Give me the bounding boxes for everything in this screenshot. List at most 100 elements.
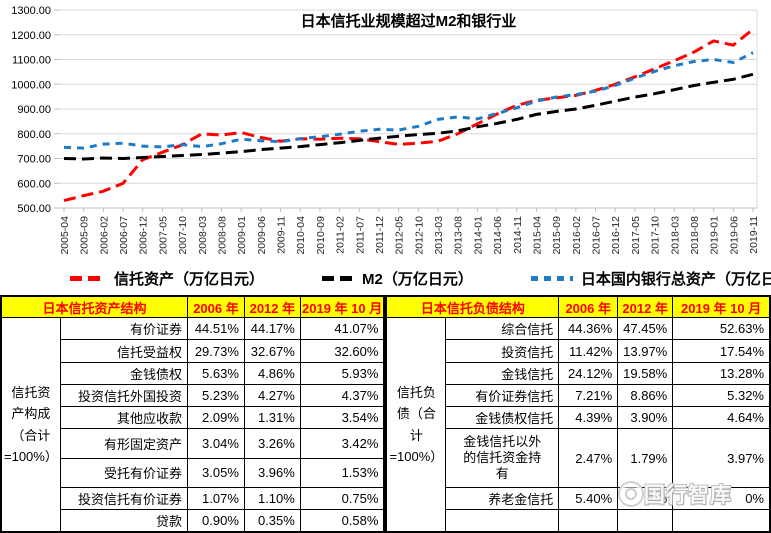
y-axis-label: 1200.00 [11, 30, 51, 42]
column-header: 2012 年 [617, 295, 674, 319]
side-label: 信托负 债（合 计 =100%） [385, 317, 447, 533]
x-axis-label: 2015-09 [551, 216, 563, 255]
value-cell: 24.12% [558, 361, 619, 385]
table-row: 投资信托外国投资 5.23% 4.27% 4.37% [1, 383, 385, 408]
value-cell: 3.96% [243, 457, 301, 488]
x-axis-label: 2013-08 [453, 216, 465, 255]
category-cell: 金钱债权 [59, 361, 189, 385]
table-row: 金钱信托以外 的信托资金持 有 2.47% 1.79% 3.97% [386, 428, 771, 488]
value-cell: 1.07% [187, 486, 245, 511]
value-cell: 1.31% [243, 406, 301, 430]
legend-item-m2: M2（万亿日元） [322, 268, 473, 289]
x-axis-label: 2006-02 [98, 216, 110, 255]
series-line-0 [63, 28, 754, 203]
legend-item-bank-assets: 日本国内银行总资产（万亿日元） [530, 268, 771, 289]
category-cell: 综合信托 [445, 317, 560, 341]
value-cell: 3.90% [617, 406, 674, 430]
category-cell: 金钱信托 [445, 361, 560, 385]
value-cell: 5.93% [299, 361, 385, 385]
x-axis-label: 2007-05 [157, 216, 169, 255]
chart-title: 日本信托业规模超过M2和银行业 [301, 12, 517, 30]
value-cell: 13.28% [672, 361, 771, 385]
side-label: 信托资 产构成 （合计 =100%） [0, 317, 61, 533]
value-cell: 17.54% [672, 339, 771, 363]
category-cell: 投资信托外国投资 [59, 383, 189, 408]
value-cell: 29.73% [187, 339, 245, 363]
value-cell: 3.42% [299, 428, 385, 459]
value-cell: 44.36% [558, 317, 619, 341]
legend-swatch-trust-assets [70, 275, 106, 281]
value-cell: 7.21% [558, 383, 619, 408]
category-cell: 金钱债权信托 [445, 406, 560, 430]
column-header: 2006 年 [558, 295, 619, 319]
y-axis-label: 800.00 [17, 129, 51, 141]
value-cell: 2.09% [187, 406, 245, 430]
x-axis-label: 2010-04 [295, 216, 307, 255]
column-header: 2019 年 10 月 [672, 295, 771, 319]
assets-structure-table: 日本信托资产结构 2006 年 2012 年 2019 年 10 月信托资 产构成 （… [0, 295, 386, 533]
x-axis-label: 2007-10 [177, 216, 189, 255]
table-title: 日本信托资产结构 [0, 295, 189, 319]
table-row: 投资信托有价证券 1.07% 1.10% 0.75% [1, 486, 385, 511]
value-cell: 3.26% [243, 428, 301, 459]
category-cell: 有形固定资产 [59, 428, 189, 459]
table-row: 金钱信托 24.12% 19.58% 13.28% [386, 361, 771, 385]
column-header: 2006 年 [187, 295, 245, 319]
value-cell: 3.05% [187, 457, 245, 488]
value-cell: 44.17% [243, 317, 301, 341]
value-cell: 13.97% [617, 339, 674, 363]
table-row: 投资信托 11.42% 13.97% 17.54% [386, 339, 771, 363]
legend-label: 日本国内银行总资产（万亿日元） [580, 270, 771, 288]
trust-scale-chart: 500.00 600.00 700.00 800.00 900.00 1000.00 110… [11, 5, 771, 289]
value-cell [672, 509, 771, 533]
legend-label: 信托资产（万亿日元） [114, 270, 265, 288]
value-cell: 2.47% [558, 428, 619, 488]
x-axis-label: 2018-03 [669, 216, 681, 255]
x-axis-label: 2009-11 [276, 216, 288, 254]
category-cell: 养老金信托 [445, 486, 560, 511]
x-axis-label: 2016-02 [571, 216, 583, 255]
table-row: 贷款 0.90% 0.35% 0.58% [1, 509, 385, 533]
x-axis-label: 2019-11 [748, 216, 760, 254]
value-cell: 5.23% [187, 383, 245, 408]
value-cell: 1.10% [243, 486, 301, 511]
table-row: 金钱债权 5.63% 4.86% 5.93% [1, 361, 385, 385]
value-cell: 1.53% [299, 457, 385, 488]
category-cell: 受托有价证券 [59, 457, 189, 488]
value-cell: 32.67% [243, 339, 301, 363]
table-row: 金钱债权信托 4.39% 3.90% 4.64% [386, 406, 771, 430]
x-axis-label: 2012-05 [394, 216, 406, 255]
value-cell: 52.63% [672, 317, 771, 341]
x-axis-label: 2005-09 [79, 216, 91, 255]
category-cell: 贷款 [59, 509, 189, 533]
value-cell: 1.79% [617, 428, 674, 488]
legend-swatch-m2 [322, 275, 355, 281]
value-cell: 3.04% [187, 428, 245, 459]
table-title: 日本信托负债结构 [385, 295, 560, 319]
x-axis-label: 2010-09 [315, 216, 327, 255]
table-row: 有价证券信托 7.21% 8.86% 5.32% [386, 383, 771, 408]
x-axis-label: 2019-01 [709, 216, 721, 255]
value-cell: 0.75% [299, 486, 385, 511]
x-axis-label: 2016-07 [591, 216, 603, 255]
category-cell: 信托受益权 [59, 339, 189, 363]
tables-region: 日本信托资产结构 2006 年 2012 年 2019 年 10 月信托资 产构成 （… [0, 295, 771, 533]
category-cell: 金钱信托以外 的信托资金持 有 [445, 428, 560, 488]
value-cell: 5.40% [558, 486, 619, 511]
category-cell: 有价证券 [59, 317, 189, 341]
x-axis-label: 2011-12 [374, 216, 386, 254]
value-cell: 41.07% [299, 317, 385, 341]
x-axis-label: 2012-10 [413, 216, 425, 255]
value-cell: 5.32% [672, 383, 771, 408]
value-cell: 32.60% [299, 339, 385, 363]
x-axis-label: 2011-07 [354, 216, 366, 254]
category-cell [445, 509, 560, 533]
x-axis-label: 2005-04 [59, 216, 71, 255]
x-axis-label: 2019-06 [728, 216, 740, 255]
table-row: 信托资 产构成 （合计 =100%） 有价证券 44.51% 44.17% 41.07% [0, 317, 385, 533]
table-row: 信托负 债（合 计 =100%） 综合信托 44.36% 47.45% 52.63% [385, 317, 771, 533]
table-header-row: 日本信托资产结构 2006 年 2012 年 2019 年 10 月 [0, 295, 385, 319]
value-cell: 19.58% [617, 361, 674, 385]
y-axis-label: 1300.00 [11, 5, 51, 17]
